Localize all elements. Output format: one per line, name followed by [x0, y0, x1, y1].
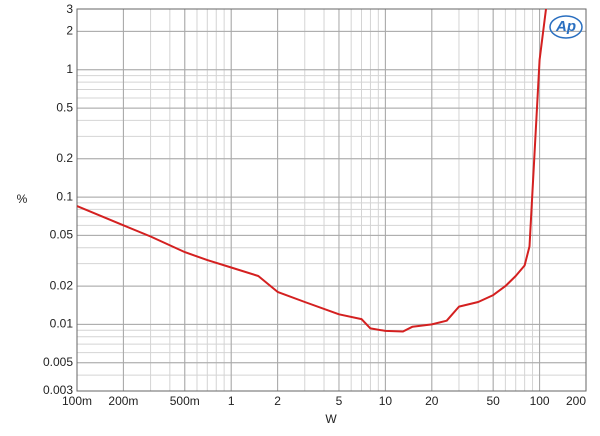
y-tick-label: 0.003: [43, 383, 73, 397]
y-tick-label: 1: [66, 62, 73, 76]
x-tick-label: 200m: [108, 394, 138, 408]
plot-frame: [76, 8, 587, 392]
y-tick-label: 0.2: [56, 151, 73, 165]
x-axis-label: W: [325, 412, 337, 426]
x-tick-label: 200: [566, 394, 586, 408]
y-axis-label: %: [17, 192, 28, 206]
x-tick-label: 5: [336, 394, 343, 408]
y-tick-label: 0.02: [50, 278, 74, 292]
x-tick-label: 50: [486, 394, 500, 408]
logo-ring: [549, 15, 583, 39]
x-tick-label: 2: [274, 394, 281, 408]
x-tick-label: 20: [425, 394, 439, 408]
x-tick-label: 100: [530, 394, 550, 408]
data-line: [77, 9, 547, 333]
x-tick-label: 100m: [62, 394, 92, 408]
x-tick-label: 10: [379, 394, 393, 408]
x-tick-label: 500m: [170, 394, 200, 408]
logo: Ap: [555, 18, 576, 35]
y-tick-label: 0.01: [50, 317, 74, 331]
y-tick-label: 2: [66, 24, 73, 38]
y-tick-label: 0.1: [56, 189, 73, 203]
y-tick-label: 0.05: [50, 228, 74, 242]
y-tick-label: 3: [66, 2, 73, 16]
y-tick-label: 0.5: [56, 100, 73, 114]
x-tick-label: 1: [228, 394, 235, 408]
y-tick-label: 0.005: [43, 355, 73, 369]
